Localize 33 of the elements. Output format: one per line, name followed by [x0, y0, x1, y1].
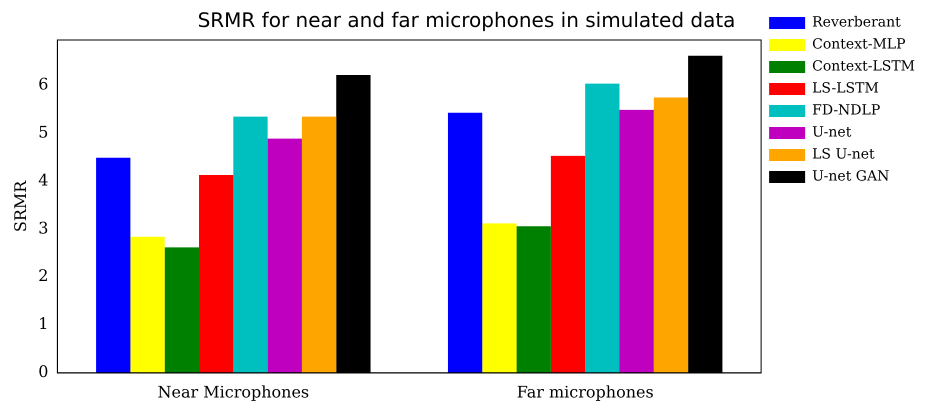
- legend-label: Reverberant: [812, 14, 902, 31]
- chart-title: SRMR for near and far microphones in simulated data: [198, 8, 736, 32]
- legend-label: U-net: [812, 124, 852, 141]
- legend-label: LS-LSTM: [812, 80, 879, 97]
- bar: [654, 97, 688, 373]
- y-tick-label: 2: [38, 266, 48, 286]
- bar: [268, 138, 302, 373]
- y-tick-label: 4: [38, 170, 48, 190]
- bar: [448, 112, 482, 373]
- bar: [619, 110, 654, 373]
- y-tick-label: 6: [38, 74, 48, 94]
- bar: [482, 223, 517, 373]
- bar: [550, 156, 586, 373]
- bar: [302, 116, 336, 373]
- legend-label: FD-NDLP: [812, 102, 880, 119]
- y-tick-label: 5: [38, 122, 48, 142]
- y-tick-label: 3: [38, 218, 48, 238]
- x-tick-label: Far microphones: [516, 382, 654, 402]
- bar: [130, 236, 165, 373]
- legend-label: Context-MLP: [812, 36, 906, 53]
- bar: [96, 158, 130, 373]
- bar: [516, 226, 551, 373]
- bar: [199, 175, 234, 373]
- legend-label: LS U-net: [812, 146, 876, 163]
- x-tick-label: Near Microphones: [157, 382, 310, 402]
- bar: [585, 84, 620, 373]
- legend-label: Context-LSTM: [812, 58, 916, 75]
- y-axis-title: SRMR: [10, 180, 30, 232]
- y-tick-label: 1: [38, 314, 48, 334]
- bar: [233, 116, 268, 373]
- bar: [164, 247, 200, 373]
- y-tick-label: 0: [38, 362, 48, 381]
- legend-label: U-net GAN: [812, 168, 890, 185]
